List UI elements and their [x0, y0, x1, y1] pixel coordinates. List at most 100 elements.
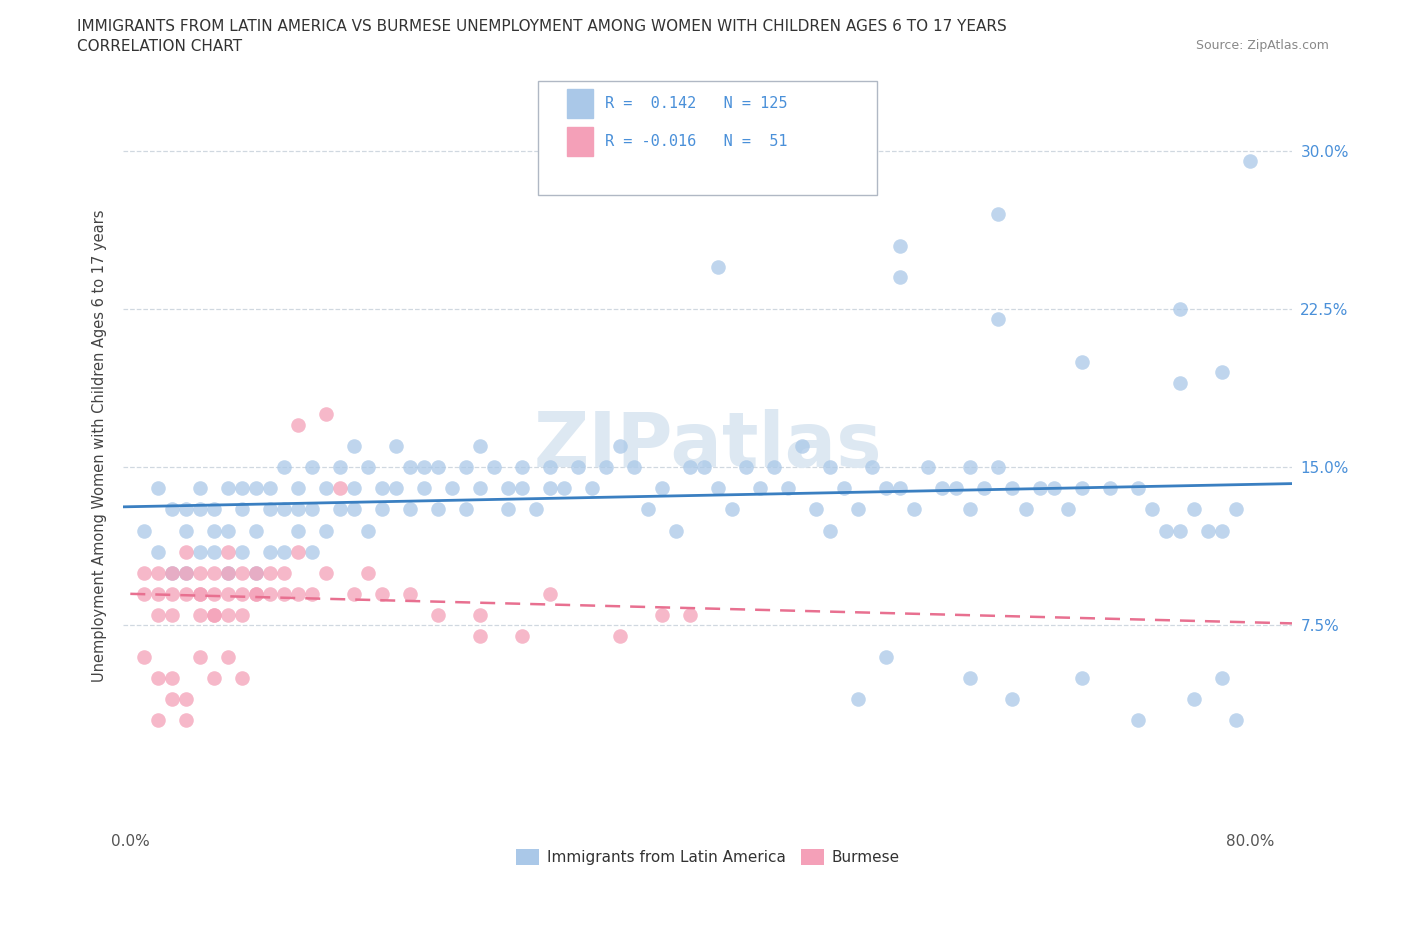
Point [259, 502, 281, 517]
Point [357, 565, 380, 580]
Point [287, 523, 309, 538]
Point [1126, 713, 1149, 728]
Point [651, 607, 673, 622]
Point [456, 502, 478, 517]
Point [637, 502, 659, 517]
Point [1225, 713, 1247, 728]
Text: IMMIGRANTS FROM LATIN AMERICA VS BURMESE UNEMPLOYMENT AMONG WOMEN WITH CHILDREN : IMMIGRANTS FROM LATIN AMERICA VS BURMESE… [77, 19, 1007, 33]
Point [301, 459, 323, 474]
Point [846, 502, 869, 517]
Point [371, 481, 394, 496]
Point [482, 459, 505, 474]
Point [1168, 523, 1191, 538]
Point [162, 587, 184, 602]
Point [202, 502, 225, 517]
Point [287, 544, 309, 559]
Point [651, 481, 673, 496]
Point [148, 587, 170, 602]
Point [315, 407, 337, 422]
Point [973, 481, 995, 496]
Point [287, 418, 309, 432]
Point [287, 481, 309, 496]
Point [217, 523, 239, 538]
Point [188, 587, 211, 602]
Point [609, 439, 631, 454]
Point [188, 607, 211, 622]
Point [707, 481, 730, 496]
Point [188, 587, 211, 602]
Point [174, 565, 197, 580]
Point [1197, 523, 1219, 538]
Point [903, 502, 925, 517]
Point [188, 544, 211, 559]
Point [245, 481, 267, 496]
Point [679, 459, 702, 474]
Point [931, 481, 953, 496]
Point [217, 544, 239, 559]
Point [148, 481, 170, 496]
Point [399, 459, 422, 474]
Point [188, 502, 211, 517]
Point [860, 459, 883, 474]
Point [174, 692, 197, 707]
Point [259, 544, 281, 559]
Point [470, 629, 492, 644]
Point [162, 502, 184, 517]
Y-axis label: Unemployment Among Women with Children Ages 6 to 17 years: Unemployment Among Women with Children A… [93, 210, 107, 683]
Point [287, 502, 309, 517]
Point [959, 502, 981, 517]
Point [162, 565, 184, 580]
Point [595, 459, 617, 474]
Point [763, 459, 786, 474]
Point [217, 587, 239, 602]
Point [217, 565, 239, 580]
Point [790, 439, 813, 454]
Point [287, 587, 309, 602]
Point [188, 650, 211, 665]
Point [217, 650, 239, 665]
Point [609, 629, 631, 644]
Point [693, 459, 716, 474]
Point [245, 587, 267, 602]
Point [1211, 365, 1233, 379]
Point [134, 565, 156, 580]
Point [231, 481, 253, 496]
Point [329, 502, 352, 517]
Point [1182, 502, 1205, 517]
Point [496, 481, 519, 496]
Point [273, 544, 295, 559]
Point [148, 671, 170, 685]
Point [456, 459, 478, 474]
Point [1015, 502, 1038, 517]
Point [832, 481, 855, 496]
Point [231, 671, 253, 685]
Text: R =  0.142   N = 125: R = 0.142 N = 125 [605, 96, 787, 111]
Point [273, 502, 295, 517]
Point [510, 629, 533, 644]
Text: R = -0.016   N =  51: R = -0.016 N = 51 [605, 134, 787, 149]
Point [315, 565, 337, 580]
Point [538, 587, 561, 602]
Point [987, 206, 1010, 221]
Point [231, 607, 253, 622]
Point [679, 607, 702, 622]
Point [510, 459, 533, 474]
Point [273, 459, 295, 474]
Point [1168, 301, 1191, 316]
Point [371, 587, 394, 602]
Point [804, 502, 827, 517]
Point [1057, 502, 1080, 517]
Point [188, 565, 211, 580]
Point [707, 259, 730, 274]
Point [357, 523, 380, 538]
Point [1211, 671, 1233, 685]
Point [875, 481, 897, 496]
Point [441, 481, 464, 496]
Point [470, 481, 492, 496]
Point [427, 459, 450, 474]
Point [315, 523, 337, 538]
Point [371, 502, 394, 517]
Point [665, 523, 688, 538]
Point [343, 439, 366, 454]
Point [567, 459, 589, 474]
